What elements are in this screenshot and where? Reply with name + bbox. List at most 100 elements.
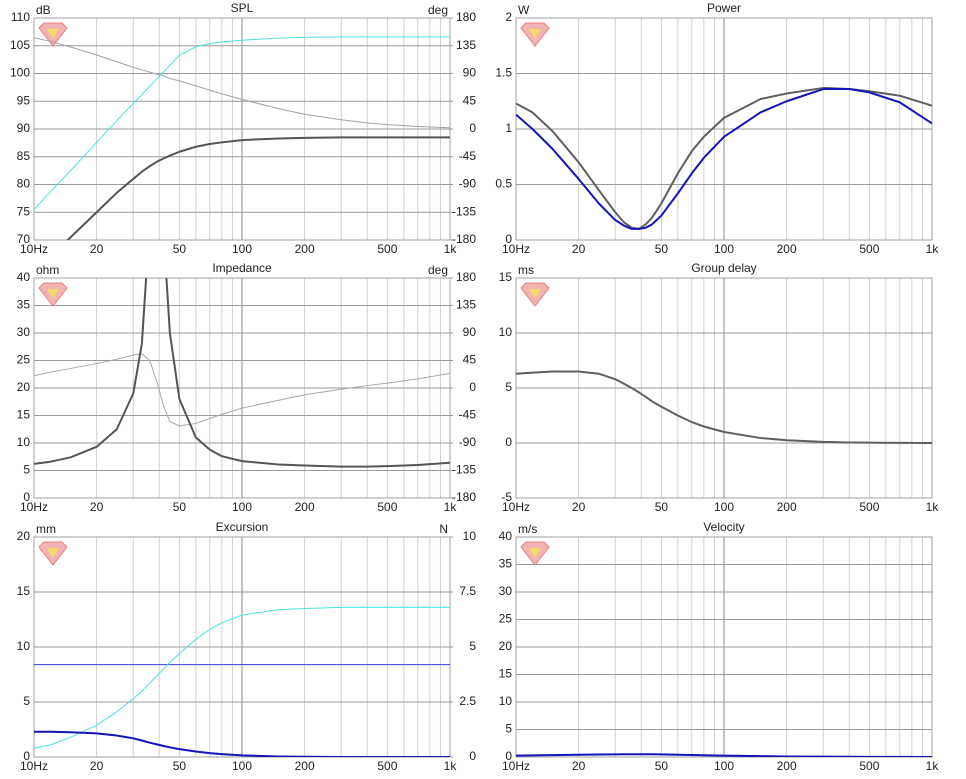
x-tick-label: 500	[377, 242, 397, 256]
y-unit: W	[518, 3, 530, 17]
x-tick-label: 500	[377, 500, 397, 514]
series-group	[516, 86, 932, 230]
x-tick-label: 10Hz	[502, 500, 530, 514]
y2-tick-label: 135	[456, 38, 476, 52]
chart-title: Velocity	[703, 520, 744, 534]
y-tick-label: -5	[501, 490, 512, 504]
x-tick-label: 200	[295, 242, 315, 256]
y2-tick-label: -135	[452, 204, 476, 218]
panel: 10Hz 20 50 100 200 500 1k 0 5 10 15 20 25 30 35 40 -180 -…	[17, 261, 477, 514]
y-tick-label: 35	[17, 298, 31, 312]
chart-title: Group delay	[691, 261, 756, 275]
y-tick-label: 10	[17, 639, 31, 653]
y-tick-label: 105	[10, 38, 30, 52]
x-tick-label: 10Hz	[502, 759, 530, 773]
y2-tick-label: 2.5	[459, 694, 476, 708]
x-tick-label: 50	[173, 242, 187, 256]
x-tick-label: 50	[173, 500, 187, 514]
y2-tick-label: -90	[459, 177, 477, 191]
x-tick-label: 100	[714, 500, 734, 514]
panel: 10Hz 20 50 100 200 500 1k -5 0 5 10 15 Group delay ms	[499, 261, 940, 514]
y-tick-label: 0	[505, 749, 512, 763]
y2-tick-label: 0	[469, 749, 476, 763]
x-tick-label: 20	[572, 759, 586, 773]
plot-frame	[515, 277, 933, 499]
x-tick-label: 500	[377, 759, 397, 773]
series-group	[34, 606, 450, 757]
y-tick-label: 35	[499, 557, 513, 571]
y-tick-label: 95	[17, 93, 31, 107]
logo-core	[47, 548, 59, 558]
series-line	[34, 37, 450, 129]
y2-tick-label: -45	[459, 408, 477, 422]
series-group	[34, 278, 450, 468]
y2-unit: N	[439, 522, 448, 536]
x-tick-label: 1k	[926, 759, 940, 773]
y-tick-label: 15	[17, 584, 31, 598]
y2-tick-label: 5	[469, 639, 476, 653]
y-unit: ohm	[36, 263, 59, 277]
x-tick-label: 100	[232, 500, 252, 514]
y-tick-label: 15	[499, 270, 513, 284]
y-tick-label: 70	[17, 232, 31, 246]
x-tick-label: 20	[90, 759, 104, 773]
y-tick-label: 10	[17, 435, 31, 449]
y-tick-label: 0	[23, 490, 30, 504]
y2-tick-label: 7.5	[459, 584, 476, 598]
x-tick-label: 50	[655, 242, 669, 256]
logo-icon	[520, 22, 550, 47]
x-tick-label: 20	[90, 500, 104, 514]
y-tick-label: 5	[23, 463, 30, 477]
y2-unit: deg	[428, 263, 448, 277]
y2-tick-label: -180	[452, 232, 476, 246]
y2-tick-label: 90	[463, 66, 477, 80]
series-group	[34, 36, 450, 240]
y-tick-label: 75	[17, 204, 31, 218]
y2-tick-label: 10	[463, 529, 477, 543]
x-tick-label: 200	[777, 242, 797, 256]
y-tick-label: 30	[499, 584, 513, 598]
x-tick-label: 500	[859, 759, 879, 773]
y-tick-label: 20	[17, 529, 31, 543]
y-tick-label: 1.5	[495, 66, 512, 80]
y-tick-label: 5	[505, 380, 512, 394]
y-unit: dB	[36, 3, 51, 17]
y-tick-label: 1	[505, 121, 512, 135]
logo-core	[529, 29, 541, 39]
plot-frame	[515, 17, 933, 241]
y2-tick-label: 0	[469, 380, 476, 394]
series-line	[516, 370, 932, 444]
series-group	[516, 370, 932, 444]
x-tick-label: 10Hz	[20, 500, 48, 514]
y-tick-label: 25	[17, 353, 31, 367]
y2-tick-label: 180	[456, 270, 476, 284]
x-tick-label: 500	[859, 242, 879, 256]
y-tick-label: 0	[505, 232, 512, 246]
x-tick-label: 10Hz	[502, 242, 530, 256]
plot-frame	[33, 17, 451, 241]
panel: 10Hz 20 50 100 200 500 1k 70 75 80 85 90 95 100 105 110…	[10, 1, 477, 256]
y-tick-label: 80	[17, 177, 31, 191]
x-tick-label: 10Hz	[20, 759, 48, 773]
y-unit: m/s	[518, 522, 537, 536]
y-tick-label: 30	[17, 325, 31, 339]
x-tick-label: 1k	[444, 242, 458, 256]
series-group	[516, 753, 932, 757]
x-tick-label: 1k	[926, 242, 940, 256]
logo-icon	[38, 541, 68, 566]
y2-tick-label: -90	[459, 435, 477, 449]
chart-title: Power	[707, 1, 741, 15]
y2-tick-label: -45	[459, 149, 477, 163]
y-tick-label: 25	[499, 612, 513, 626]
logo-core	[47, 29, 59, 39]
x-tick-label: 50	[655, 500, 669, 514]
y-tick-label: 10	[499, 694, 513, 708]
plot-frame	[33, 536, 451, 758]
y-tick-label: 20	[499, 639, 513, 653]
x-tick-label: 1k	[926, 500, 940, 514]
y2-tick-label: -180	[452, 490, 476, 504]
y-tick-label: 2	[505, 10, 512, 24]
y-tick-label: 110	[11, 10, 30, 24]
panel: 10Hz 20 50 100 200 500 1k 0 0.5 1 1.5 2 Power W	[495, 1, 939, 256]
x-tick-label: 10Hz	[20, 242, 48, 256]
